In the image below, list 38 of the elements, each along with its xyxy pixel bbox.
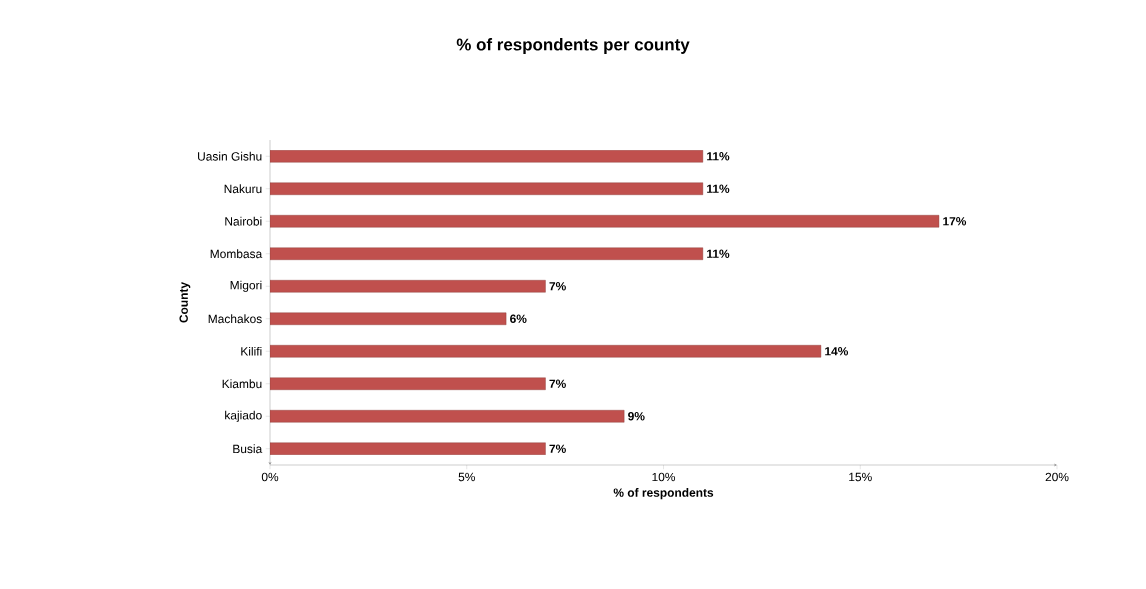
bar <box>270 247 704 260</box>
y-tick-label: kajiado <box>225 410 262 422</box>
bar <box>270 280 546 293</box>
data-label: 14% <box>825 347 849 356</box>
x-tick-label: 0% <box>261 472 279 482</box>
y-tick-label: Kilifi <box>241 346 262 356</box>
data-label: 7% <box>549 282 566 291</box>
data-label: 9% <box>628 412 645 421</box>
x-tick-label: 10% <box>652 472 676 482</box>
data-label: 17% <box>943 217 967 226</box>
y-tick-label: Machakos <box>208 314 262 324</box>
bar <box>270 215 940 228</box>
bar <box>270 345 822 358</box>
data-label: 7% <box>549 379 566 388</box>
data-label: 11% <box>707 249 730 258</box>
y-tick-label: Mombasa <box>210 249 263 259</box>
data-label: 7% <box>549 444 566 453</box>
bar <box>270 150 704 163</box>
x-tick-label: 15% <box>849 472 872 482</box>
bar <box>270 182 704 195</box>
bar <box>270 442 546 455</box>
data-label: 11% <box>707 152 730 161</box>
bar <box>270 377 546 390</box>
y-tick-label: Nairobi <box>225 216 262 226</box>
y-tick-label: Busia <box>233 444 263 454</box>
bar <box>270 410 625 423</box>
bar <box>270 312 507 325</box>
y-tick-label: Uasin Gishu <box>198 151 262 161</box>
x-axis-title: % of respondents <box>613 488 714 500</box>
data-label: 11% <box>707 184 730 193</box>
y-tick-label: Kiambu <box>222 379 262 389</box>
x-tick-label: 5% <box>458 472 475 482</box>
y-tick-label: Migori <box>230 280 262 292</box>
x-tick-label: 20% <box>1045 472 1069 482</box>
chart-title: % of respondents per county <box>456 38 690 54</box>
data-label: 6% <box>510 314 527 323</box>
y-axis-title: County <box>179 281 191 323</box>
y-tick-label: Nakuru <box>224 184 262 194</box>
